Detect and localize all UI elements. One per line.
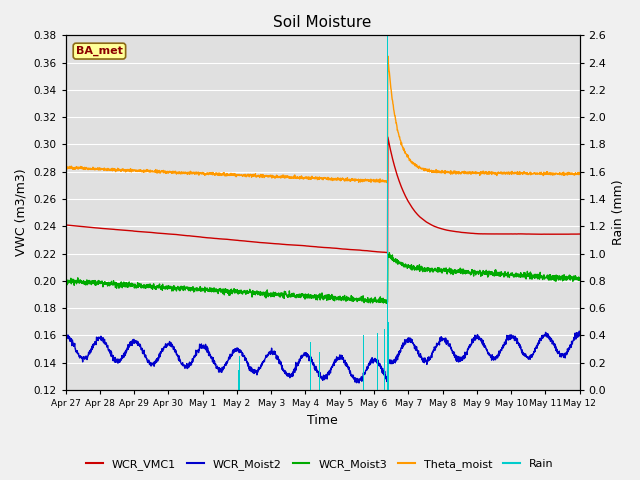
Y-axis label: Rain (mm): Rain (mm) [612,180,625,245]
Title: Soil Moisture: Soil Moisture [273,15,372,30]
Y-axis label: VWC (m3/m3): VWC (m3/m3) [15,169,28,256]
X-axis label: Time: Time [307,414,338,427]
Text: BA_met: BA_met [76,46,123,56]
Legend: WCR_VMC1, WCR_Moist2, WCR_Moist3, Theta_moist, Rain: WCR_VMC1, WCR_Moist2, WCR_Moist3, Theta_… [82,455,558,474]
